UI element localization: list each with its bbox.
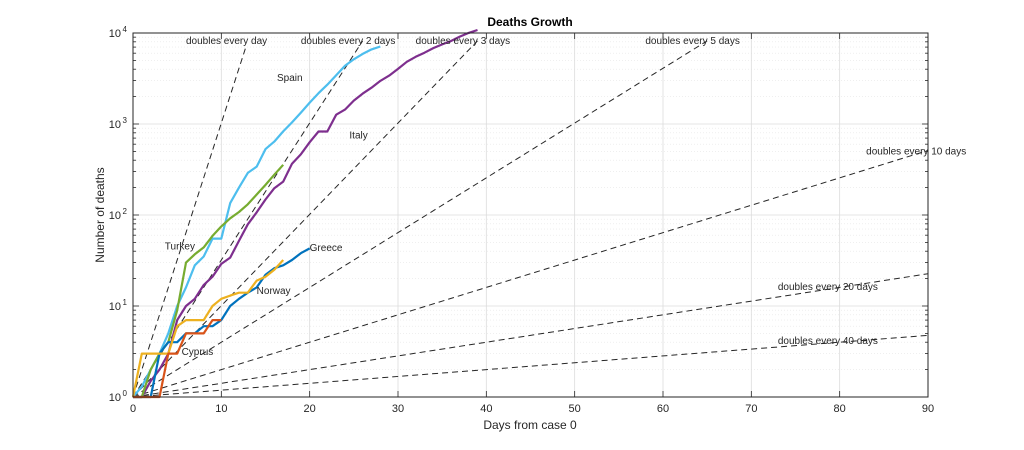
x-tick-label: 10 bbox=[215, 403, 227, 415]
x-axis-label: Days from case 0 bbox=[483, 418, 577, 432]
series-lines bbox=[131, 28, 478, 399]
reference-line-label: doubles every 3 days bbox=[416, 36, 511, 47]
x-tick-label: 20 bbox=[304, 403, 316, 415]
reference-line-label: doubles every 20 days bbox=[778, 282, 878, 293]
reference-line-label: doubles every 5 days bbox=[645, 36, 740, 47]
reference-line-label: doubles every 2 days bbox=[301, 36, 396, 47]
y-tick-label-exponent: 4 bbox=[123, 25, 128, 34]
reference-line-label: doubles every 40 days bbox=[778, 336, 878, 347]
x-tick-label: 30 bbox=[392, 403, 404, 415]
y-tick-label-exponent: 2 bbox=[123, 207, 128, 216]
y-tick-label: 10 bbox=[109, 392, 121, 404]
doubling-reference-line bbox=[132, 46, 247, 398]
x-tick-label: 50 bbox=[569, 403, 581, 415]
reference-line-label: doubles every 10 days bbox=[866, 147, 966, 158]
series-line-norway bbox=[131, 259, 285, 398]
series-label-spain: Spain bbox=[277, 73, 303, 84]
x-tick-label: 70 bbox=[745, 403, 757, 415]
x-tick-label: 90 bbox=[922, 403, 934, 415]
series-label-italy: Italy bbox=[349, 131, 367, 142]
reference-lines bbox=[132, 40, 929, 398]
y-tick-label-exponent: 0 bbox=[123, 389, 128, 398]
x-tick-labels: 0 10 20 30 40 50 60 70 80 90 bbox=[130, 403, 934, 415]
doubling-reference-line bbox=[132, 149, 929, 398]
doubling-reference-line bbox=[132, 40, 478, 398]
series-line-italy bbox=[133, 28, 478, 399]
y-tick-label: 10 bbox=[109, 119, 121, 131]
y-axis-label: Number of deaths bbox=[93, 167, 107, 262]
x-tick-label: 80 bbox=[834, 403, 846, 415]
reference-line-labels: doubles every day doubles every 2 days dou… bbox=[186, 36, 966, 347]
chart-title: Deaths Growth bbox=[487, 15, 572, 29]
x-tick-label: 40 bbox=[480, 403, 492, 415]
series-label-greece: Greece bbox=[310, 243, 343, 254]
doubling-reference-line bbox=[132, 334, 929, 398]
doubling-reference-line bbox=[132, 40, 364, 398]
series-line-spain bbox=[132, 45, 381, 398]
doubling-reference-line bbox=[132, 273, 929, 398]
doubling-reference-line bbox=[132, 40, 708, 398]
x-tick-label: 0 bbox=[130, 403, 136, 415]
series-label-cyprus: Cyprus bbox=[182, 347, 214, 358]
reference-line-label: doubles every day bbox=[186, 36, 267, 47]
series-labels: Spain Italy Turkey Greece Norway Cyprus bbox=[165, 73, 368, 358]
series-label-norway: Norway bbox=[257, 286, 291, 297]
y-tick-label-exponent: 3 bbox=[123, 116, 128, 125]
y-tick-label-exponent: 1 bbox=[123, 298, 128, 307]
y-tick-label: 10 bbox=[109, 28, 121, 40]
y-tick-label: 10 bbox=[109, 210, 121, 222]
axis-ticks bbox=[132, 32, 929, 398]
y-tick-label: 10 bbox=[109, 301, 121, 313]
series-label-turkey: Turkey bbox=[165, 241, 195, 252]
x-tick-label: 60 bbox=[657, 403, 669, 415]
